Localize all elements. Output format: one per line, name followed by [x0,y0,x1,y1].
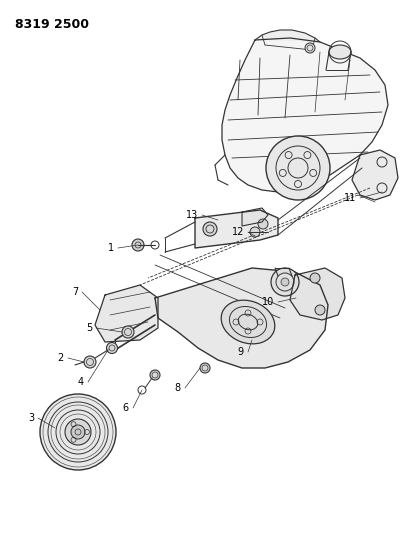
Polygon shape [195,210,277,248]
Polygon shape [254,30,319,42]
Circle shape [200,363,209,373]
Text: 3: 3 [28,413,34,423]
Text: 8: 8 [175,383,180,393]
Polygon shape [241,208,267,226]
Ellipse shape [328,45,350,59]
Circle shape [84,356,96,368]
Circle shape [309,273,319,283]
Polygon shape [95,285,157,342]
Circle shape [265,136,329,200]
Text: 12: 12 [231,227,243,237]
Circle shape [71,425,85,439]
Text: 13: 13 [185,210,198,220]
Polygon shape [155,268,327,368]
Circle shape [40,394,116,470]
Text: 4: 4 [78,377,84,387]
Text: 8319 2500: 8319 2500 [15,18,89,31]
Circle shape [106,343,117,353]
Circle shape [257,219,267,229]
Circle shape [249,227,259,237]
Text: 10: 10 [261,297,273,307]
Circle shape [280,278,288,286]
Polygon shape [289,268,344,320]
Circle shape [132,239,144,251]
Text: 2: 2 [58,353,64,363]
Text: 7: 7 [72,287,78,297]
Polygon shape [351,150,397,200]
Circle shape [150,370,160,380]
Text: 11: 11 [343,193,355,203]
Circle shape [304,43,314,53]
Ellipse shape [220,300,274,344]
Circle shape [202,222,216,236]
Text: 9: 9 [237,347,243,357]
Text: 1: 1 [108,243,114,253]
Circle shape [65,419,91,445]
Circle shape [270,268,298,296]
Circle shape [314,305,324,315]
Text: 6: 6 [123,403,129,413]
Circle shape [122,326,134,338]
Text: 5: 5 [85,323,92,333]
Polygon shape [221,38,387,192]
